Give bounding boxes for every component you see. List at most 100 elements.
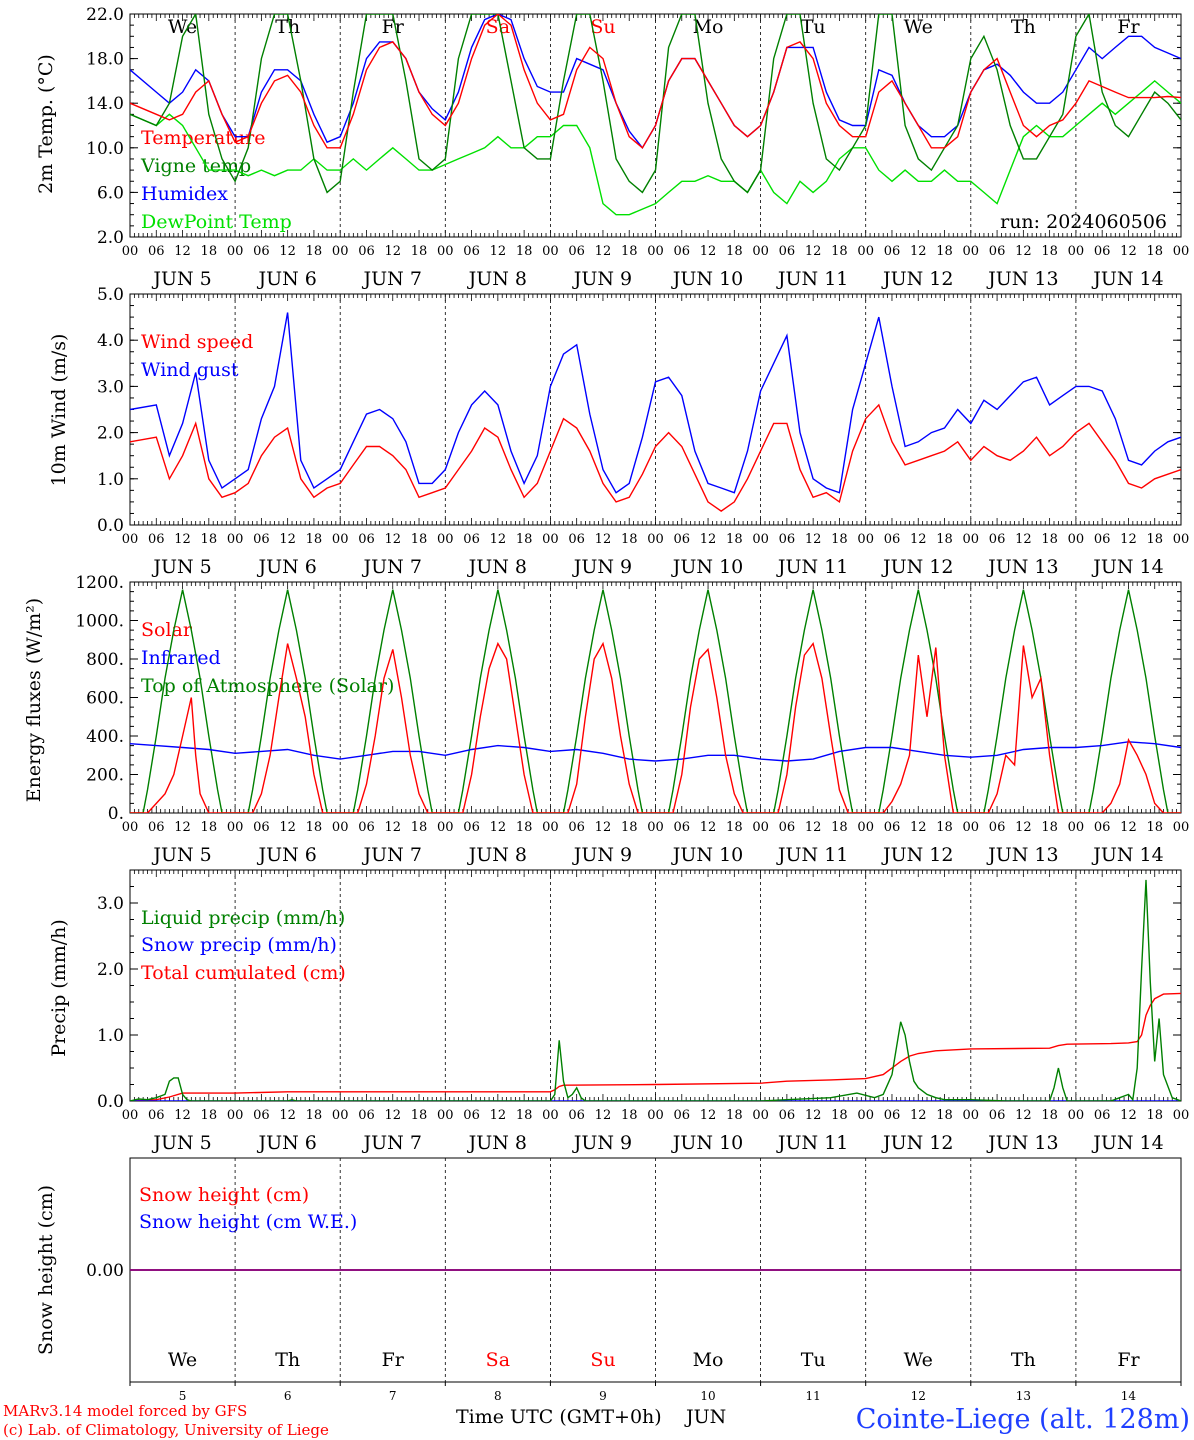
hour-tick-label: 00 [122, 820, 139, 835]
date-tick-label: JUN 14 [1091, 556, 1163, 578]
hour-tick-label: 00 [1173, 532, 1190, 547]
hour-tick-label: 06 [148, 244, 165, 259]
hour-tick-label: 12 [279, 244, 296, 259]
hour-tick-label: 00 [332, 820, 349, 835]
hour-tick-label: 12 [1120, 820, 1137, 835]
date-tick-label: JUN 10 [671, 556, 743, 578]
hour-tick-label: 00 [122, 244, 139, 259]
day-number-label: 13 [1016, 1389, 1031, 1403]
day-number-label: 12 [911, 1389, 926, 1403]
legend-dewpoint-temp: DewPoint Temp [141, 211, 292, 233]
hour-tick-label: 00 [542, 1108, 559, 1123]
hour-tick-label: 12 [490, 820, 507, 835]
series-line-wind-gust [130, 312, 1181, 494]
date-tick-label: JUN 14 [1091, 268, 1163, 290]
hour-tick-label: 12 [595, 244, 612, 259]
temperature-panel: 2m Temp. (°C) Temperature Vigne temp Hum… [35, 54, 1167, 233]
date-tick-label: JUN 6 [256, 268, 316, 290]
weekday-label: We [904, 1349, 933, 1371]
hour-tick-label: 18 [1041, 820, 1058, 835]
legend-snow-precip: Snow precip (mm/h) [141, 934, 337, 956]
hour-tick-label: 12 [805, 532, 822, 547]
hour-tick-label: 06 [779, 1108, 796, 1123]
weekday-label: Su [590, 16, 615, 38]
weekday-label: Fr [382, 1349, 405, 1371]
hour-tick-label: 00 [122, 1108, 139, 1123]
y-tick-label: 2.0 [97, 960, 124, 980]
hour-tick-label: 18 [201, 820, 218, 835]
date-tick-label: JUN 10 [671, 1132, 743, 1154]
y-tick-label: 3.0 [97, 377, 124, 397]
y-tick-label: 0.0 [97, 1092, 124, 1112]
hour-tick-label: 18 [831, 244, 848, 259]
plot-area-0: 00 06 12 18 00 06 12 18 00 06 12 18 00 06 12 18 00 06 12 18… [86, 5, 1189, 290]
hour-tick-label: 06 [253, 820, 270, 835]
hour-tick-label: 12 [490, 1108, 507, 1123]
y-tick-label: 6.0 [97, 183, 124, 203]
plot-area-1: 00 06 12 18 00 06 12 18 00 06 12 18 00 06 12 18 00 06 12 18… [97, 285, 1189, 578]
series-line-liquid-precip-mm-h [130, 879, 1181, 1101]
hour-tick-label: 18 [1041, 532, 1058, 547]
date-tick-label: JUN 5 [151, 268, 211, 290]
legend-vigne-temp: Vigne temp [140, 155, 251, 177]
hour-tick-label: 00 [1068, 1108, 1085, 1123]
hour-tick-label: 18 [621, 532, 638, 547]
hour-tick-label: 18 [936, 1108, 953, 1123]
date-tick-label: JUN 13 [986, 844, 1058, 866]
hour-tick-label: 06 [463, 1108, 480, 1123]
hour-tick-label: 18 [516, 244, 533, 259]
hour-tick-label: 18 [831, 1108, 848, 1123]
hour-tick-label: 00 [647, 244, 664, 259]
weekday-label: Tu [801, 16, 826, 38]
hour-tick-label: 06 [463, 244, 480, 259]
hour-tick-label: 00 [437, 244, 454, 259]
hour-tick-label: 18 [1146, 532, 1163, 547]
hour-tick-label: 12 [700, 1108, 717, 1123]
date-tick-label: JUN 11 [776, 844, 848, 866]
hour-tick-label: 00 [752, 1108, 769, 1123]
weekday-label: We [168, 1349, 197, 1371]
day-number-label: 10 [700, 1389, 715, 1403]
hour-tick-label: 12 [1120, 1108, 1137, 1123]
hour-tick-label: 12 [1015, 244, 1032, 259]
hour-tick-label: 00 [963, 820, 980, 835]
date-tick-label: JUN 12 [881, 268, 953, 290]
hour-tick-label: 12 [1015, 820, 1032, 835]
hour-tick-label: 18 [726, 820, 743, 835]
date-tick-label: JUN 5 [151, 844, 211, 866]
hour-tick-label: 06 [989, 244, 1006, 259]
hour-tick-label: 06 [884, 244, 901, 259]
day-number-label: 11 [806, 1389, 821, 1403]
hour-tick-label: 06 [779, 244, 796, 259]
hour-tick-label: 18 [411, 820, 428, 835]
hour-tick-label: 00 [647, 820, 664, 835]
hour-tick-label: 06 [358, 244, 375, 259]
hour-tick-label: 12 [384, 244, 401, 259]
weekday-label: Sa [486, 16, 510, 38]
hour-tick-label: 18 [1041, 244, 1058, 259]
hour-tick-label: 00 [1173, 244, 1190, 259]
hour-tick-label: 00 [963, 244, 980, 259]
date-tick-label: JUN 6 [256, 1132, 316, 1154]
hour-tick-label: 06 [1094, 1108, 1111, 1123]
temperature-y-label: 2m Temp. (°C) [35, 54, 57, 194]
hour-tick-label: 12 [910, 820, 927, 835]
legend-solar: Solar [141, 619, 193, 641]
hour-tick-label: 12 [805, 244, 822, 259]
hour-tick-label: 12 [700, 244, 717, 259]
hour-tick-label: 00 [1068, 820, 1085, 835]
hour-tick-label: 18 [936, 244, 953, 259]
hour-tick-label: 18 [411, 1108, 428, 1123]
hour-tick-label: 18 [306, 820, 323, 835]
weekday-label: Th [1011, 1349, 1036, 1371]
y-tick-label: 18.0 [86, 50, 124, 70]
hour-tick-label: 06 [568, 532, 585, 547]
date-tick-label: JUN 11 [776, 556, 848, 578]
date-tick-label: JUN 8 [467, 844, 527, 866]
day-number-label: 8 [494, 1389, 502, 1403]
series-line-dewpoint-temp [130, 79, 1181, 216]
hour-tick-label: 00 [857, 244, 874, 259]
hour-tick-label: 00 [1068, 244, 1085, 259]
x-axis-label: Time UTC (GMT+0h) [456, 1406, 662, 1428]
hour-tick-label: 18 [621, 820, 638, 835]
